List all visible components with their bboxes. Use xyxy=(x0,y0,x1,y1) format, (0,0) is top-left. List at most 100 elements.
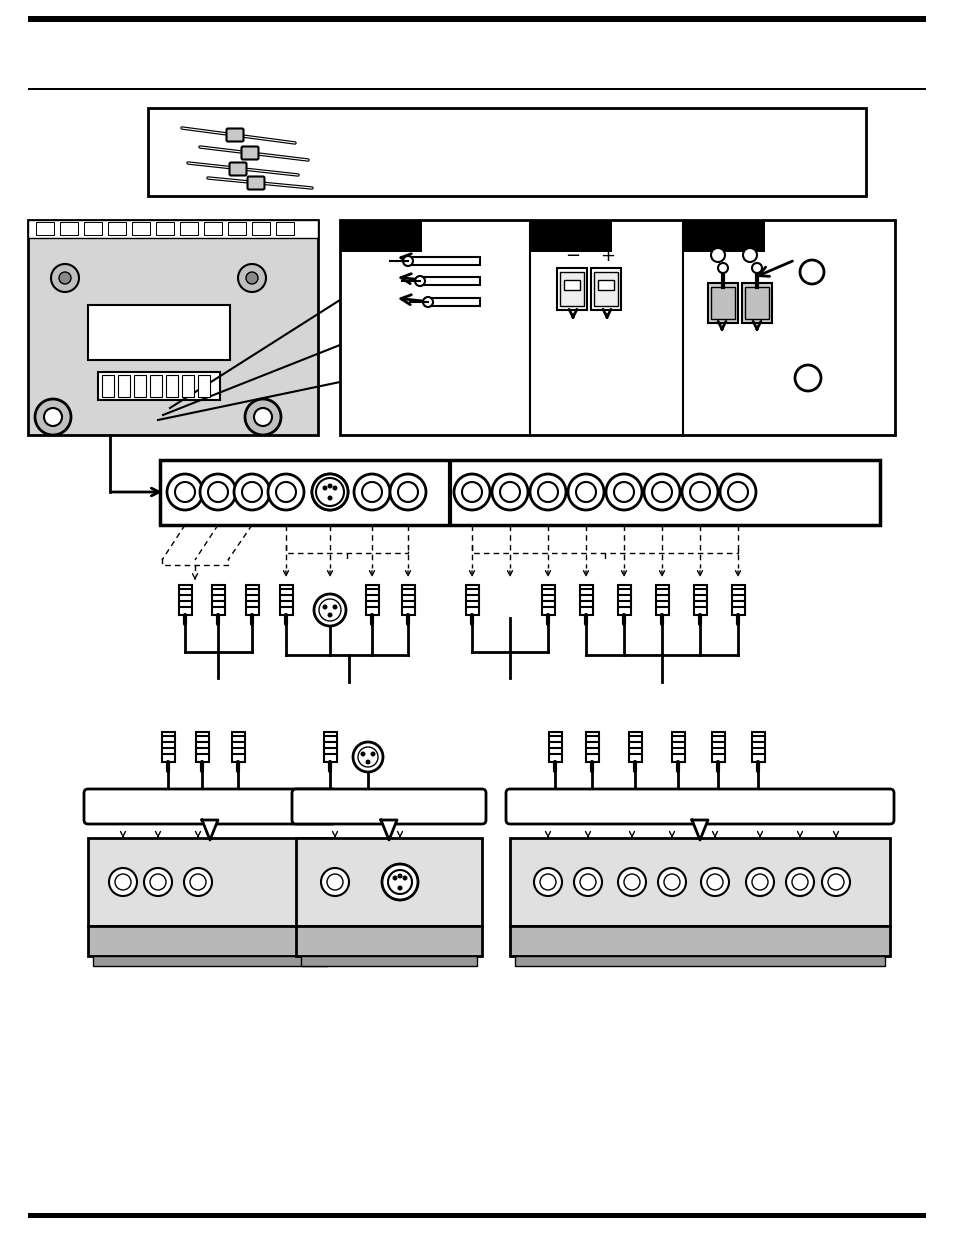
Circle shape xyxy=(208,482,228,501)
Bar xyxy=(160,459,879,525)
Circle shape xyxy=(727,482,747,501)
Polygon shape xyxy=(380,820,396,840)
Bar xyxy=(671,732,684,762)
Bar xyxy=(275,222,294,235)
Circle shape xyxy=(312,474,348,510)
Bar xyxy=(28,1213,925,1218)
Bar xyxy=(280,585,293,615)
Bar xyxy=(180,222,198,235)
Circle shape xyxy=(689,482,709,501)
Circle shape xyxy=(706,874,722,890)
Circle shape xyxy=(370,752,375,757)
Bar xyxy=(585,732,598,762)
Circle shape xyxy=(658,868,685,897)
Circle shape xyxy=(791,874,807,890)
Bar xyxy=(204,222,222,235)
Bar xyxy=(510,839,889,926)
Circle shape xyxy=(576,482,596,501)
Circle shape xyxy=(534,868,561,897)
Circle shape xyxy=(821,868,849,897)
Circle shape xyxy=(539,874,556,890)
Circle shape xyxy=(365,760,370,764)
Bar xyxy=(428,298,479,306)
Circle shape xyxy=(681,474,718,510)
Circle shape xyxy=(327,874,343,890)
Bar xyxy=(465,585,478,615)
Circle shape xyxy=(381,864,417,900)
Circle shape xyxy=(454,474,490,510)
Bar xyxy=(557,268,586,310)
Circle shape xyxy=(751,874,767,890)
Bar xyxy=(28,88,925,89)
Circle shape xyxy=(319,482,339,501)
Bar xyxy=(246,585,258,615)
Circle shape xyxy=(190,874,206,890)
Circle shape xyxy=(237,264,266,291)
Circle shape xyxy=(242,482,262,501)
Bar xyxy=(179,585,192,615)
Bar xyxy=(28,220,317,435)
Bar xyxy=(162,732,174,762)
Bar xyxy=(618,585,630,615)
Bar xyxy=(212,585,225,615)
Bar xyxy=(195,732,209,762)
Circle shape xyxy=(327,613,333,618)
Circle shape xyxy=(245,399,281,435)
Bar xyxy=(84,222,102,235)
FancyBboxPatch shape xyxy=(247,177,264,189)
Bar xyxy=(751,732,764,762)
Circle shape xyxy=(397,873,402,878)
Bar xyxy=(339,220,894,435)
Circle shape xyxy=(402,876,407,881)
Circle shape xyxy=(59,272,71,284)
Bar xyxy=(232,732,245,762)
Circle shape xyxy=(184,868,212,897)
Circle shape xyxy=(623,874,639,890)
Circle shape xyxy=(415,275,424,287)
Circle shape xyxy=(574,868,601,897)
Bar xyxy=(579,585,593,615)
Bar xyxy=(510,926,889,956)
Circle shape xyxy=(35,399,71,435)
Circle shape xyxy=(530,474,565,510)
Circle shape xyxy=(663,874,679,890)
Bar xyxy=(60,222,78,235)
Bar xyxy=(548,732,561,762)
Bar xyxy=(710,287,734,319)
Circle shape xyxy=(353,742,382,772)
Bar xyxy=(88,926,332,956)
Circle shape xyxy=(144,868,172,897)
Polygon shape xyxy=(691,820,707,840)
Circle shape xyxy=(794,366,821,391)
Circle shape xyxy=(800,261,823,284)
Circle shape xyxy=(499,482,519,501)
Circle shape xyxy=(51,264,79,291)
Text: −: − xyxy=(565,247,580,266)
Bar xyxy=(198,375,210,396)
Circle shape xyxy=(167,474,203,510)
Bar xyxy=(541,585,555,615)
Bar xyxy=(148,107,865,196)
Bar xyxy=(628,732,641,762)
Bar xyxy=(693,585,706,615)
Circle shape xyxy=(390,474,426,510)
Circle shape xyxy=(315,478,344,506)
Circle shape xyxy=(392,876,397,881)
Circle shape xyxy=(618,868,645,897)
Bar xyxy=(156,222,173,235)
Polygon shape xyxy=(202,820,218,840)
FancyBboxPatch shape xyxy=(84,789,335,824)
Bar xyxy=(741,283,771,324)
Bar xyxy=(166,375,178,396)
Circle shape xyxy=(614,482,634,501)
Bar xyxy=(132,222,150,235)
Circle shape xyxy=(312,474,348,510)
Bar xyxy=(324,732,336,762)
Circle shape xyxy=(327,483,333,489)
Bar xyxy=(401,585,415,615)
Bar xyxy=(682,220,764,252)
Circle shape xyxy=(318,599,340,621)
FancyBboxPatch shape xyxy=(292,789,485,824)
Circle shape xyxy=(718,263,727,273)
Bar xyxy=(28,16,925,22)
